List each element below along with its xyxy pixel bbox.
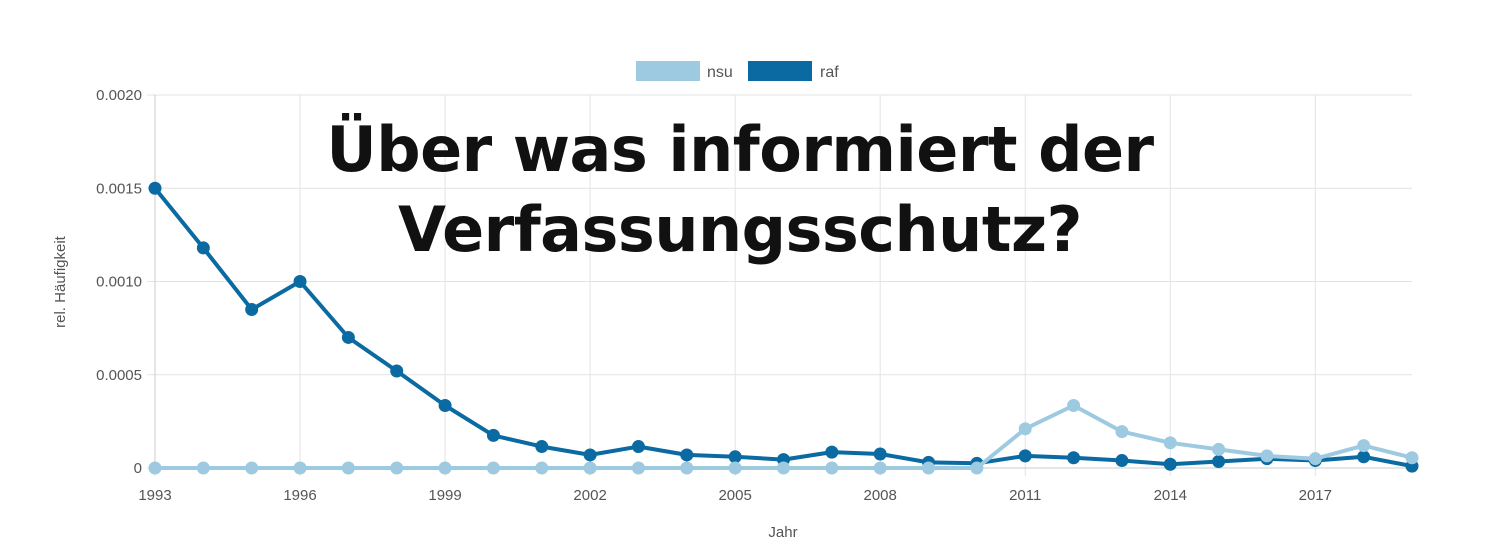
data-point-raf[interactable] xyxy=(341,330,355,344)
data-point-raf[interactable] xyxy=(728,450,742,464)
overlay-title-line-1: Über was informiert der xyxy=(326,113,1154,186)
data-point-nsu[interactable] xyxy=(148,461,162,475)
y-axis-ticks: 0 0.0005 0.0010 0.0015 0.0020 xyxy=(96,87,142,477)
data-point-nsu[interactable] xyxy=(293,461,307,475)
data-point-nsu[interactable] xyxy=(390,461,404,475)
data-point-raf[interactable] xyxy=(1018,449,1032,463)
data-point-nsu[interactable] xyxy=(341,461,355,475)
grid-lines xyxy=(147,94,1412,476)
data-point-raf[interactable] xyxy=(438,399,452,413)
data-point-nsu[interactable] xyxy=(1163,436,1177,450)
data-point-nsu[interactable] xyxy=(680,461,694,475)
data-point-raf[interactable] xyxy=(390,364,404,378)
data-point-nsu[interactable] xyxy=(825,461,839,475)
data-point-nsu[interactable] xyxy=(970,461,984,475)
data-point-raf[interactable] xyxy=(1067,451,1081,465)
data-point-raf[interactable] xyxy=(196,241,210,255)
data-point-nsu[interactable] xyxy=(631,461,645,475)
data-point-raf[interactable] xyxy=(1163,457,1177,471)
x-axis-ticks: 1993 1996 1999 2002 2005 2008 2011 2014 2017 xyxy=(138,487,1332,504)
y-tick-label: 0.0010 xyxy=(96,274,142,291)
data-point-nsu[interactable] xyxy=(438,461,452,475)
data-point-nsu[interactable] xyxy=(1357,439,1371,453)
legend-swatch xyxy=(636,61,700,81)
data-point-nsu[interactable] xyxy=(777,461,790,475)
overlay-title: Über was informiert der Verfassungsschut… xyxy=(300,110,1180,270)
data-point-nsu[interactable] xyxy=(728,461,742,475)
x-tick-label: 2002 xyxy=(573,487,606,504)
x-tick-label: 2014 xyxy=(1154,487,1187,504)
data-point-nsu[interactable] xyxy=(1260,449,1274,463)
data-point-raf[interactable] xyxy=(825,445,839,459)
data-point-raf[interactable] xyxy=(1115,454,1129,468)
data-point-raf[interactable] xyxy=(293,275,307,288)
data-point-nsu[interactable] xyxy=(583,461,597,475)
data-point-raf[interactable] xyxy=(245,302,259,316)
data-point-raf[interactable] xyxy=(631,440,645,454)
data-point-nsu[interactable] xyxy=(245,461,259,475)
data-point-nsu[interactable] xyxy=(196,461,210,475)
x-tick-label: 2011 xyxy=(1009,487,1041,504)
data-point-nsu[interactable] xyxy=(535,461,549,475)
y-tick-label: 0 xyxy=(134,460,142,477)
data-point-raf[interactable] xyxy=(1212,454,1226,468)
x-tick-label: 2008 xyxy=(864,487,897,504)
data-point-raf[interactable] xyxy=(1357,450,1371,464)
x-tick-label: 1996 xyxy=(283,487,316,504)
y-tick-label: 0.0020 xyxy=(96,87,142,104)
data-point-nsu[interactable] xyxy=(486,461,500,475)
x-tick-label: 2005 xyxy=(718,487,751,504)
series-layer xyxy=(148,181,1419,475)
data-point-nsu[interactable] xyxy=(922,461,936,475)
data-point-nsu[interactable] xyxy=(873,461,887,475)
y-tick-label: 0.0005 xyxy=(96,367,142,384)
legend-swatch xyxy=(748,61,812,81)
y-axis-title: rel. Häufigkeit xyxy=(52,235,69,328)
legend[interactable]: nsu raf xyxy=(636,61,839,81)
data-point-nsu[interactable] xyxy=(1115,425,1129,439)
data-point-nsu[interactable] xyxy=(1212,442,1226,456)
data-point-raf[interactable] xyxy=(873,447,887,461)
legend-item-nsu[interactable]: nsu xyxy=(636,61,733,81)
overlay-title-line-2: Verfassungsschutz? xyxy=(397,193,1083,266)
legend-item-raf[interactable]: raf xyxy=(748,61,839,81)
x-tick-label: 1999 xyxy=(428,487,461,504)
data-point-raf[interactable] xyxy=(535,440,549,454)
data-point-raf[interactable] xyxy=(583,448,597,462)
data-point-raf[interactable] xyxy=(148,181,162,195)
data-point-nsu[interactable] xyxy=(1308,452,1322,466)
x-axis-title: Jahr xyxy=(768,524,797,541)
legend-label: raf xyxy=(820,64,839,81)
legend-label: nsu xyxy=(707,64,733,81)
data-point-nsu[interactable] xyxy=(1067,399,1081,413)
data-point-raf[interactable] xyxy=(486,428,500,442)
x-tick-label: 1993 xyxy=(138,487,171,504)
series-nsu xyxy=(148,399,1419,475)
data-point-raf[interactable] xyxy=(680,448,694,462)
x-tick-label: 2017 xyxy=(1299,487,1332,504)
data-point-nsu[interactable] xyxy=(1405,451,1419,465)
y-tick-label: 0.0015 xyxy=(96,180,142,197)
data-point-nsu[interactable] xyxy=(1018,422,1032,436)
